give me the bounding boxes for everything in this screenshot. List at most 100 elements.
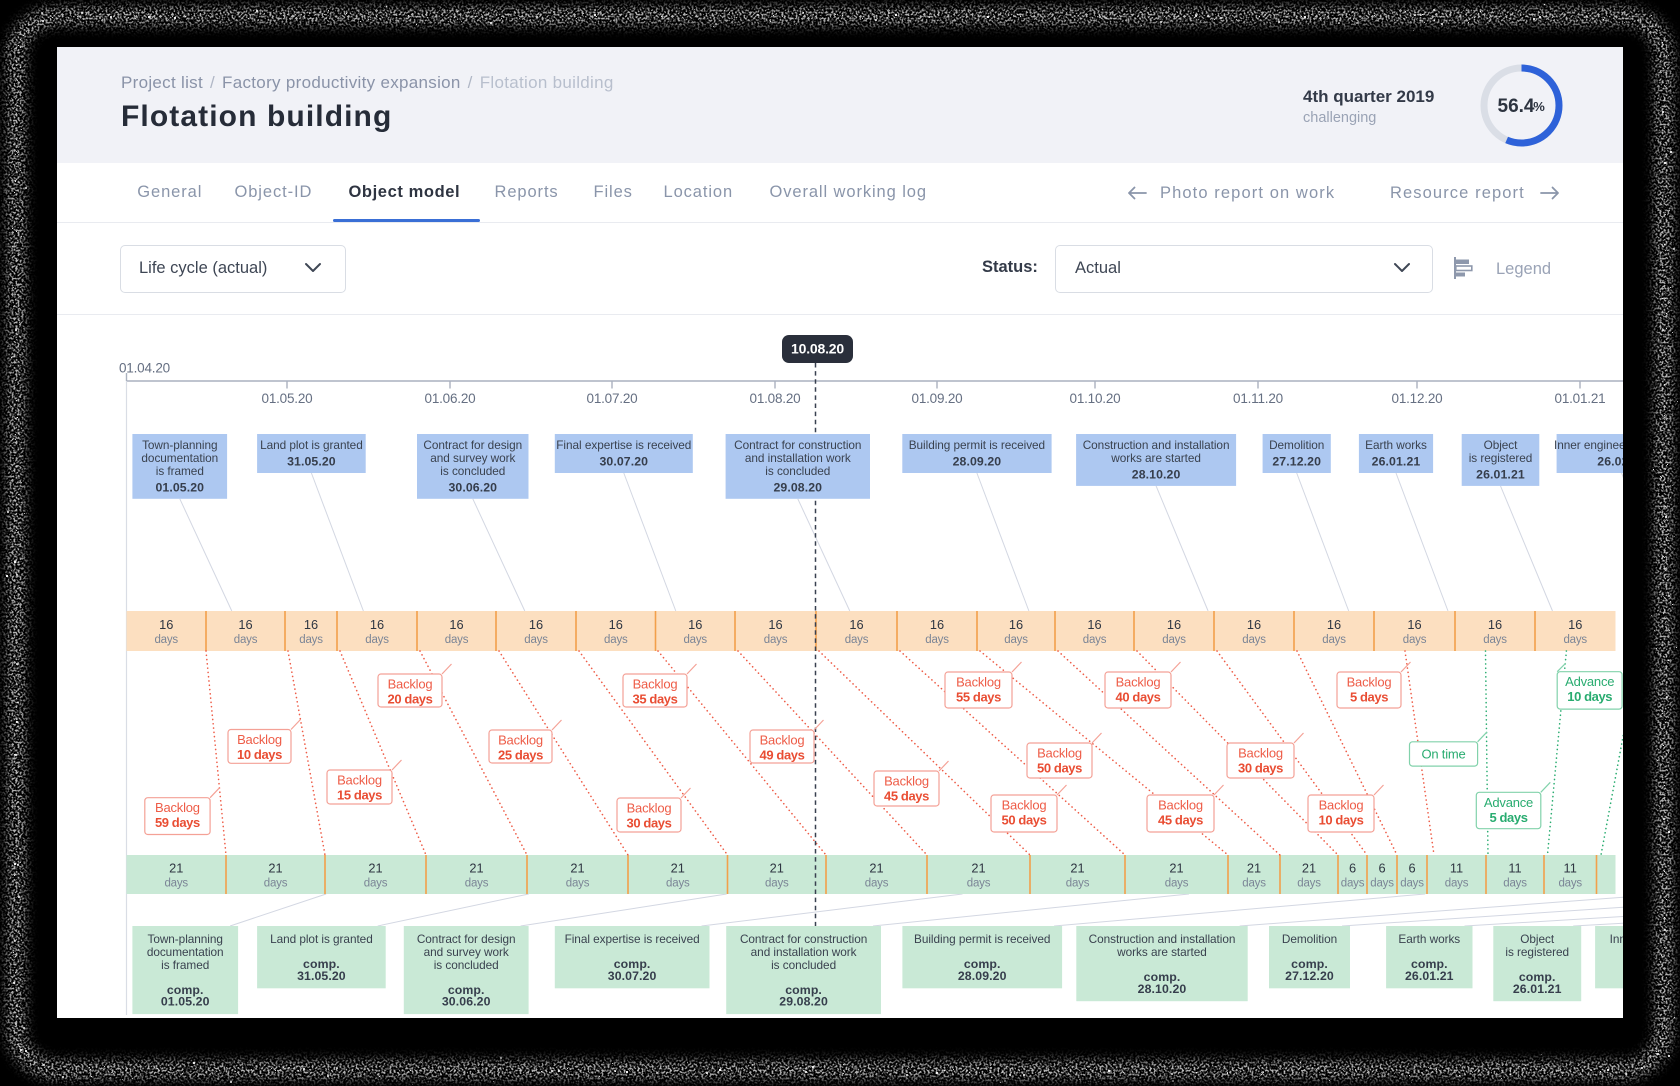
svg-text:16: 16 — [238, 617, 252, 632]
svg-text:28.10.20: 28.10.20 — [1132, 467, 1181, 481]
svg-text:01.06.20: 01.06.20 — [425, 391, 476, 406]
svg-text:01.04.20: 01.04.20 — [119, 361, 170, 376]
svg-text:is framed: is framed — [156, 464, 204, 478]
svg-text:16: 16 — [930, 617, 944, 632]
svg-text:21: 21 — [1302, 861, 1316, 876]
svg-text:days: days — [445, 634, 469, 646]
svg-text:10 days: 10 days — [237, 747, 282, 762]
svg-text:5 days: 5 days — [1350, 690, 1388, 705]
svg-text:26.01.21: 26.01.21 — [1405, 969, 1454, 983]
svg-text:16: 16 — [609, 617, 623, 632]
svg-text:Backlog: Backlog — [884, 774, 929, 789]
svg-text:works are started: works are started — [1110, 451, 1201, 465]
svg-text:Backlog: Backlog — [237, 732, 282, 747]
svg-text:21: 21 — [869, 861, 883, 876]
svg-text:29.08.20: 29.08.20 — [779, 995, 828, 1009]
svg-text:21: 21 — [671, 861, 685, 876]
svg-text:16: 16 — [768, 617, 782, 632]
svg-text:and installation work: and installation work — [745, 451, 851, 465]
svg-text:is concluded: is concluded — [440, 464, 505, 478]
svg-text:50 days: 50 days — [1037, 761, 1082, 776]
svg-text:Demolition: Demolition — [1282, 932, 1337, 946]
svg-text:days: days — [865, 878, 889, 890]
svg-text:days: days — [164, 878, 188, 890]
svg-text:Backlog: Backlog — [1116, 675, 1161, 690]
svg-text:Earth works: Earth works — [1398, 932, 1460, 946]
svg-text:11: 11 — [1450, 861, 1463, 876]
svg-text:15 days: 15 days — [337, 788, 382, 803]
svg-text:16: 16 — [849, 617, 863, 632]
svg-text:Backlog: Backlog — [627, 801, 672, 816]
svg-text:21: 21 — [169, 861, 183, 876]
svg-text:30.06.20: 30.06.20 — [442, 995, 491, 1009]
svg-text:%: % — [1533, 99, 1545, 114]
svg-text:comp.: comp. — [303, 957, 340, 971]
svg-text:Contract for construction: Contract for construction — [740, 932, 867, 946]
svg-text:50 days: 50 days — [1002, 813, 1047, 828]
svg-text:16: 16 — [1009, 617, 1023, 632]
svg-text:Backlog: Backlog — [388, 677, 433, 692]
svg-text:01.05.20: 01.05.20 — [155, 480, 204, 494]
svg-text:Backlog: Backlog — [633, 677, 678, 692]
svg-text:6: 6 — [1349, 861, 1356, 876]
svg-text:Backlog: Backlog — [1158, 798, 1203, 813]
svg-text:days: days — [365, 634, 389, 646]
svg-text:is framed: is framed — [161, 958, 209, 972]
svg-text:Backlog: Backlog — [956, 675, 1001, 690]
svg-text:49 days: 49 days — [760, 748, 805, 763]
svg-text:comp.: comp. — [1144, 970, 1181, 984]
svg-text:21: 21 — [570, 861, 584, 876]
svg-text:is registered: is registered — [1505, 945, 1569, 959]
svg-text:days: days — [1083, 634, 1107, 646]
svg-text:Backlog: Backlog — [498, 733, 543, 748]
svg-text:Contract for design: Contract for design — [417, 932, 516, 946]
svg-text:21: 21 — [971, 861, 985, 876]
svg-text:21: 21 — [469, 861, 483, 876]
svg-text:29.08.20: 29.08.20 — [773, 480, 822, 494]
svg-text:01.05.20: 01.05.20 — [262, 391, 313, 406]
svg-text:55 days: 55 days — [956, 690, 1001, 705]
svg-text:days: days — [1370, 878, 1394, 890]
svg-text:On time: On time — [1421, 746, 1465, 761]
svg-text:59 days: 59 days — [155, 815, 200, 830]
svg-text:Backlog: Backlog — [155, 800, 200, 815]
svg-text:days: days — [234, 634, 258, 646]
svg-text:Town-planning: Town-planning — [142, 438, 217, 452]
svg-text:Construction and installation: Construction and installation — [1089, 932, 1236, 946]
svg-text:30 days: 30 days — [627, 816, 672, 831]
svg-text:comp.: comp. — [167, 983, 204, 997]
svg-text:documentation: documentation — [141, 451, 218, 465]
svg-text:and survey work: and survey work — [430, 451, 515, 465]
svg-text:16: 16 — [688, 617, 702, 632]
svg-text:days: days — [1483, 634, 1507, 646]
svg-text:days: days — [364, 878, 388, 890]
svg-text:comp.: comp. — [614, 957, 651, 971]
svg-text:31.05.20: 31.05.20 — [297, 969, 346, 983]
svg-text:and installation work: and installation work — [751, 945, 857, 959]
svg-text:25 days: 25 days — [498, 748, 543, 763]
svg-text:10.08.20: 10.08.20 — [791, 341, 844, 357]
svg-text:Advance: Advance — [1484, 795, 1533, 810]
svg-text:30.07.20: 30.07.20 — [599, 455, 648, 469]
svg-text:01.01.21: 01.01.21 — [1555, 391, 1606, 406]
svg-text:01.12.20: 01.12.20 — [1392, 391, 1443, 406]
svg-text:is registered: is registered — [1469, 451, 1533, 465]
svg-text:is concluded: is concluded — [771, 958, 836, 972]
svg-text:Object: Object — [1484, 438, 1519, 452]
svg-text:Object: Object — [1520, 932, 1555, 946]
svg-text:16: 16 — [1327, 617, 1341, 632]
svg-text:27.12.20: 27.12.20 — [1285, 969, 1334, 983]
svg-text:Town-planning: Town-planning — [147, 932, 222, 946]
svg-text:Backlog: Backlog — [1002, 798, 1047, 813]
svg-text:Building permit is received: Building permit is received — [909, 438, 1045, 452]
svg-text:20 days: 20 days — [388, 692, 433, 707]
svg-text:documentation: documentation — [147, 945, 224, 959]
svg-text:Backlog: Backlog — [1319, 798, 1364, 813]
svg-text:days: days — [264, 878, 288, 890]
svg-text:Construction and installation: Construction and installation — [1083, 438, 1230, 452]
svg-text:Inner engineering network: Inner engineering network — [1554, 438, 1623, 452]
svg-text:Building permit is received: Building permit is received — [914, 932, 1050, 946]
svg-text:days: days — [1242, 634, 1266, 646]
svg-text:21: 21 — [770, 861, 784, 876]
svg-text:days: days — [764, 634, 788, 646]
